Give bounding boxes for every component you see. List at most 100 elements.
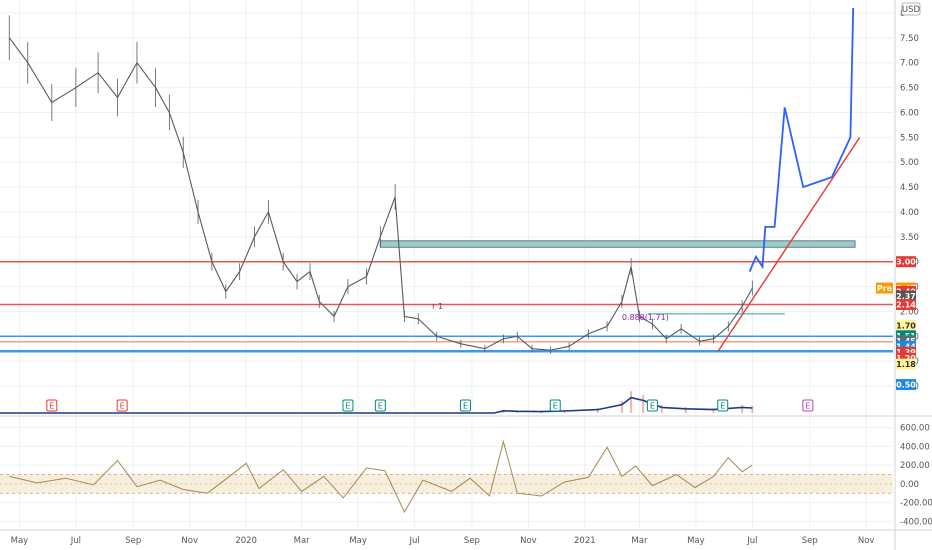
event-marker-label: E (650, 402, 655, 411)
event-marker-label: E (49, 402, 54, 411)
price-label-box (896, 290, 916, 302)
price-tick-label: 7.00 (900, 59, 919, 69)
indicator-tick-label: 0.00 (900, 480, 919, 490)
event-marker[interactable]: E (116, 399, 128, 412)
time-tick-label: Nov (520, 536, 537, 546)
price-tick-label: 4.50 (900, 183, 919, 193)
price-label-text: 2.14 (896, 300, 916, 309)
time-tick-label: Sep (802, 536, 818, 546)
indicator-tick-label: 200.00 (900, 461, 930, 471)
event-marker[interactable]: E (646, 399, 658, 412)
time-tick-label: Mar (294, 536, 311, 546)
event-marker[interactable]: E (549, 399, 561, 412)
time-tick-label: 2021 (574, 536, 596, 546)
price-label-text: 0.50 (896, 381, 916, 390)
price-label-box (896, 346, 916, 358)
price-tick-label: 2.00 (900, 307, 919, 317)
price-label-text: 1.18 (896, 360, 916, 369)
time-tick-label: Sep (464, 536, 480, 546)
event-marker-box (116, 399, 128, 412)
volume-bar (751, 405, 754, 413)
event-marker-label: E (720, 402, 725, 411)
event-marker-box (342, 399, 354, 412)
chart-annotation: r 1 (432, 302, 443, 311)
price-label-text: 3.00 (896, 258, 916, 267)
volume-bar (596, 408, 599, 413)
volume-bar (684, 407, 687, 413)
event-marker-label: E (120, 402, 125, 411)
price-tick-label: 7.50 (900, 34, 919, 44)
event-marker-box (646, 399, 658, 412)
event-marker[interactable]: E (46, 399, 58, 412)
indicator-series (9, 439, 753, 514)
price-label-box (896, 256, 916, 268)
event-marker-label: E (553, 402, 558, 411)
time-axis: May Jul Sep Nov 2020 Mar May Jul Sep Nov 2021 Mar Ma… (11, 536, 875, 546)
chart-annotation: 0.888(1.71) (622, 313, 669, 322)
price-tick-label: 6.50 (900, 84, 919, 94)
event-marker-label: E (345, 402, 350, 411)
event-marker-box (549, 399, 561, 412)
event-marker-label: E (378, 402, 383, 411)
trend-line (717, 136, 861, 352)
event-marker[interactable]: E (342, 399, 354, 412)
price-label-box (896, 358, 916, 370)
currency-badge (901, 2, 921, 16)
price-label-box (896, 352, 916, 364)
volume-bar (712, 408, 715, 413)
grid-lines (0, 0, 893, 530)
event-marker[interactable]: E (717, 399, 729, 412)
pre-market-badge (876, 282, 893, 294)
price-label-text: 2.37 (896, 292, 916, 301)
price-line (8, 37, 753, 351)
indicator-tick-label: -200.00 (900, 499, 932, 509)
volume-bar (620, 401, 623, 413)
event-marker[interactable]: E (802, 399, 814, 412)
price-tick-label: 5.50 (900, 133, 919, 143)
indicator-band (0, 474, 893, 494)
time-tick-label: Nov (181, 536, 198, 546)
time-tick-label: Nov (858, 536, 875, 546)
time-tick-label: Sep (125, 536, 141, 546)
time-tick-label: Mar (631, 536, 648, 546)
volume-bars (0, 391, 754, 414)
indicator-tick-label: 400.00 (900, 442, 930, 452)
event-marker[interactable]: E (374, 399, 386, 412)
event-marker-box (717, 399, 729, 412)
price-series (8, 15, 753, 354)
time-tick-label: May (349, 536, 367, 546)
price-label-box (896, 340, 916, 352)
volume-bar (630, 391, 633, 413)
price-label-text: 1.70 (896, 321, 916, 330)
indicator-tick-label: 600.00 (900, 424, 930, 434)
price-tick-label: 4.00 (900, 208, 919, 218)
time-tick-label: May (11, 536, 29, 546)
volume-average-line (0, 396, 753, 414)
price-tick-label: 5.00 (900, 158, 919, 168)
price-label-box (896, 319, 916, 331)
volume-bar (660, 405, 663, 413)
event-marker-box (802, 399, 814, 412)
time-tick-label: 2020 (235, 536, 257, 546)
drawings (717, 7, 861, 352)
price-labels: 3.002.472.402.372.141.701.511.451.441.39… (876, 256, 916, 391)
volume-bar (741, 405, 744, 413)
price-label-box (896, 379, 916, 391)
time-tick-label: May (687, 536, 705, 546)
resistance-zone (379, 240, 856, 248)
event-marker-box (46, 399, 58, 412)
event-marker-box (459, 399, 471, 412)
time-tick-label: Jul (746, 536, 757, 546)
price-tick-label: 3.50 (900, 233, 919, 243)
currency-label: USD (902, 5, 921, 15)
projection-path (748, 7, 855, 272)
price-tick-label: 6.00 (900, 108, 919, 118)
time-tick-label: Jul (408, 536, 419, 546)
indicator-tick-label: -400.00 (900, 517, 932, 527)
event-marker[interactable]: E (459, 399, 471, 412)
time-tick-label: Jul (70, 536, 81, 546)
volume-bar (642, 395, 645, 413)
